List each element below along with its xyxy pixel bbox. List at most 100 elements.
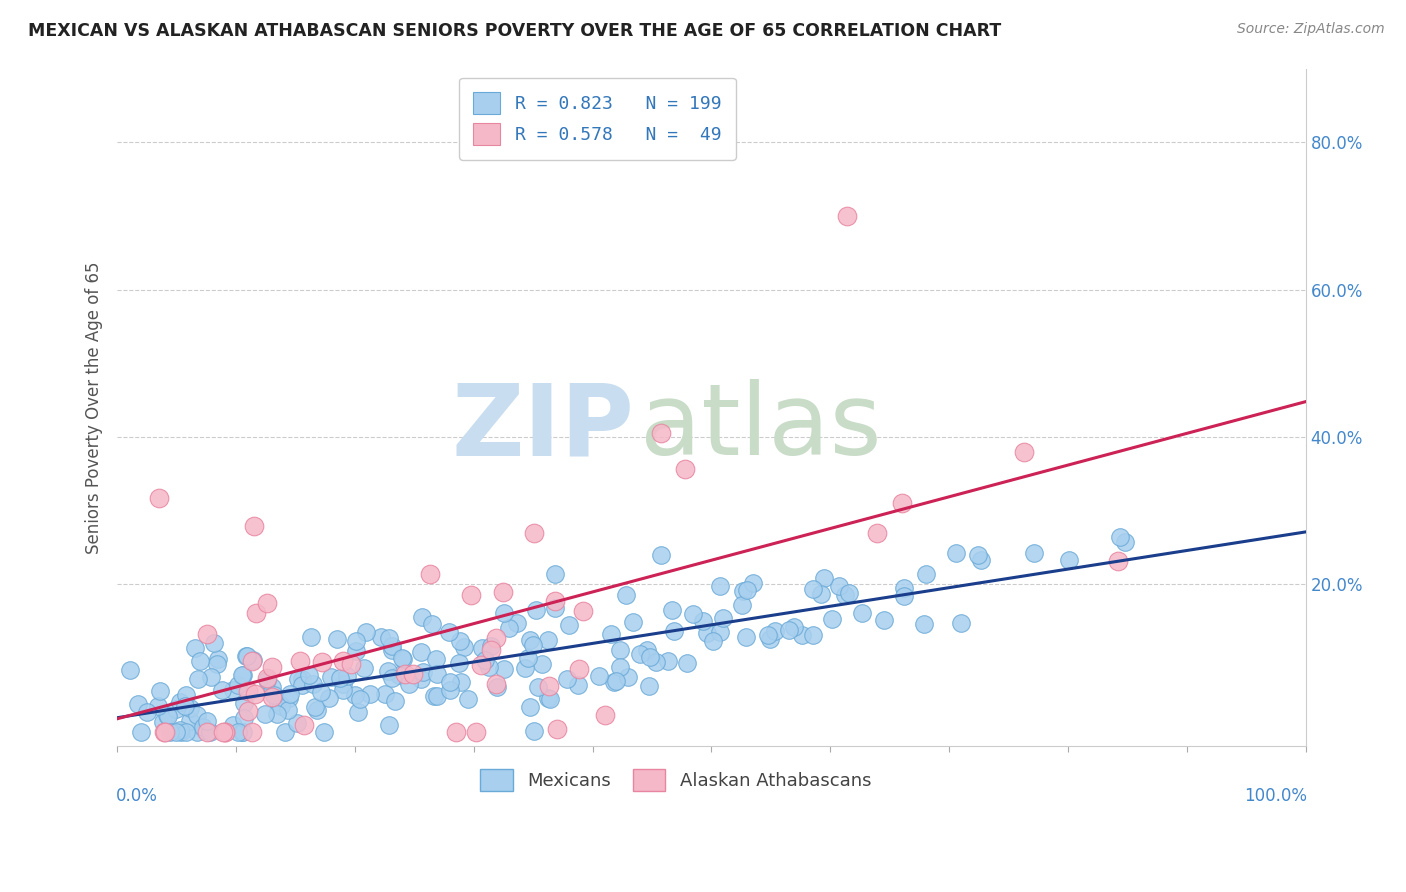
Point: [266, 706, 288, 721]
Point: [609, 660, 631, 674]
Point: [537, 691, 560, 706]
Point: [292, 718, 315, 732]
Point: [709, 625, 731, 640]
Point: [238, 684, 260, 698]
Point: [1057, 553, 1080, 567]
Point: [546, 722, 568, 736]
Point: [543, 601, 565, 615]
Point: [492, 607, 515, 621]
Point: [524, 603, 547, 617]
Point: [129, 724, 152, 739]
Point: [464, 724, 486, 739]
Point: [519, 632, 541, 647]
Point: [260, 690, 283, 704]
Point: [159, 724, 181, 739]
Point: [409, 645, 432, 659]
Point: [945, 546, 967, 560]
Point: [254, 707, 277, 722]
Point: [838, 585, 860, 599]
Point: [485, 631, 508, 645]
Point: [173, 698, 195, 713]
Point: [599, 627, 621, 641]
Point: [332, 683, 354, 698]
Point: [200, 669, 222, 683]
Point: [214, 724, 236, 739]
Point: [153, 724, 176, 739]
Point: [149, 683, 172, 698]
Point: [893, 589, 915, 603]
Point: [381, 671, 404, 685]
Point: [231, 668, 253, 682]
Point: [236, 648, 259, 663]
Text: MEXICAN VS ALASKAN ATHABASCAN SENIORS POVERTY OVER THE AGE OF 65 CORRELATION CHA: MEXICAN VS ALASKAN ATHABASCAN SENIORS PO…: [28, 22, 1001, 40]
Point: [702, 634, 724, 648]
Point: [741, 576, 763, 591]
Point: [174, 724, 197, 739]
Point: [460, 588, 482, 602]
Point: [568, 661, 591, 675]
Point: [377, 665, 399, 679]
Point: [193, 723, 215, 737]
Point: [657, 654, 679, 668]
Point: [409, 672, 432, 686]
Point: [270, 698, 292, 713]
Point: [343, 688, 366, 702]
Point: [197, 627, 219, 641]
Point: [169, 723, 191, 737]
Point: [450, 674, 472, 689]
Point: [756, 628, 779, 642]
Point: [439, 624, 461, 639]
Point: [169, 695, 191, 709]
Point: [522, 638, 544, 652]
Point: [851, 606, 873, 620]
Point: [419, 567, 441, 582]
Point: [828, 578, 851, 592]
Point: [347, 705, 370, 719]
Point: [198, 724, 221, 739]
Point: [763, 624, 786, 638]
Point: [731, 584, 754, 599]
Point: [170, 724, 193, 739]
Point: [319, 670, 342, 684]
Point: [242, 519, 264, 533]
Point: [318, 691, 340, 706]
Point: [446, 724, 468, 739]
Point: [949, 615, 972, 630]
Point: [291, 673, 314, 687]
Point: [692, 614, 714, 628]
Point: [298, 668, 321, 682]
Point: [682, 607, 704, 622]
Point: [893, 581, 915, 595]
Point: [256, 596, 278, 610]
Point: [391, 652, 413, 666]
Point: [515, 661, 537, 675]
Point: [617, 670, 640, 684]
Point: [1107, 554, 1129, 568]
Point: [531, 657, 554, 672]
Point: [402, 666, 425, 681]
Point: [412, 665, 434, 680]
Point: [759, 632, 782, 646]
Point: [179, 714, 201, 729]
Point: [614, 588, 637, 602]
Point: [274, 724, 297, 739]
Point: [207, 652, 229, 666]
Point: [866, 525, 889, 540]
Point: [1114, 535, 1136, 549]
Point: [801, 627, 824, 641]
Point: [260, 680, 283, 694]
Point: [260, 660, 283, 674]
Point: [873, 613, 896, 627]
Point: [242, 653, 264, 667]
Text: 100.0%: 100.0%: [1244, 787, 1306, 805]
Point: [214, 724, 236, 739]
Point: [425, 651, 447, 665]
Point: [821, 612, 844, 626]
Point: [245, 687, 267, 701]
Point: [609, 642, 631, 657]
Point: [307, 703, 329, 717]
Point: [588, 669, 610, 683]
Point: [711, 610, 734, 624]
Point: [1022, 546, 1045, 560]
Point: [485, 681, 508, 695]
